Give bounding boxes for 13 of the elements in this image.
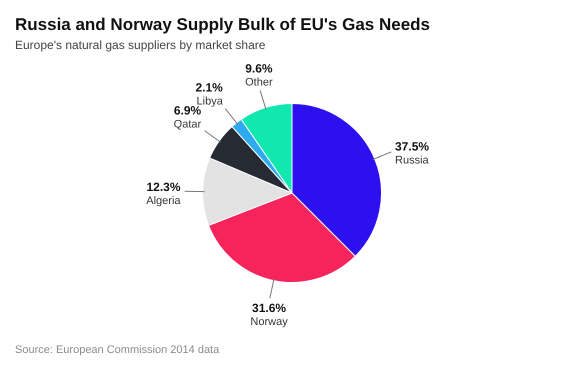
slice-label: Norway bbox=[250, 316, 288, 328]
chart-subtitle: Europe's natural gas suppliers by market share bbox=[15, 38, 266, 52]
data-label: 12.3% bbox=[146, 180, 181, 194]
data-label: 31.6% bbox=[252, 301, 286, 316]
data-label: 37.5% bbox=[395, 139, 430, 154]
chart-title: Russia and Norway Supply Bulk of EU's Gas Needs bbox=[15, 15, 430, 34]
slice-label: Russia bbox=[395, 154, 430, 166]
source-note: Source: European Commission 2014 data bbox=[15, 344, 220, 356]
slice-label: Other bbox=[245, 76, 273, 89]
data-label: 9.6% bbox=[245, 62, 273, 76]
slice-label: Algeria bbox=[146, 195, 182, 208]
data-label: 2.1% bbox=[195, 80, 224, 95]
slice-label: Qatar bbox=[174, 118, 202, 130]
